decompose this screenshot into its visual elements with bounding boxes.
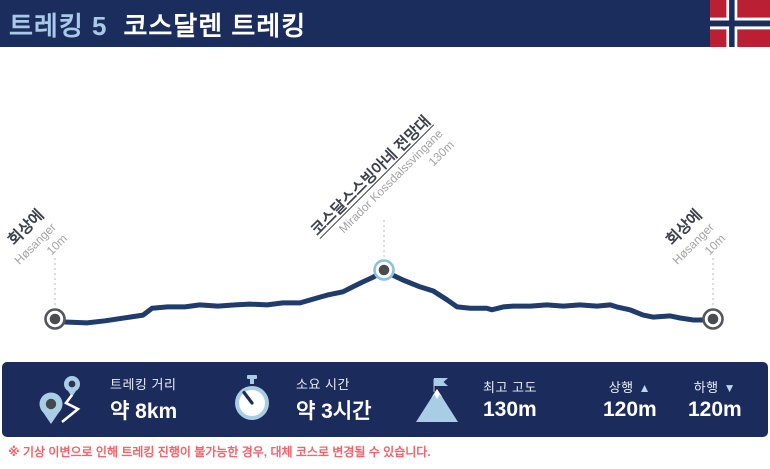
stopwatch-icon	[235, 374, 269, 420]
norway-flag-icon	[710, 0, 770, 47]
waypoint-marker-end	[702, 308, 724, 330]
elevation-line	[52, 268, 716, 326]
title-prefix: 트레킹 5	[9, 11, 108, 41]
stat-label: 하행 ▼	[693, 380, 737, 395]
disclaimer-note: ※ 기상 이변으로 인해 트레킹 진행이 불가능한 경우, 대체 코스로 변경될…	[8, 445, 431, 459]
stat-value: 120m	[603, 398, 657, 421]
stat-value: 120m	[688, 398, 742, 421]
stat-label: 최고 고도	[483, 380, 537, 395]
flag-blue-cross-h	[710, 20, 770, 27]
arrow-down-icon: ▼	[723, 381, 737, 395]
stat-duration: 소요 시간 약 3시간	[232, 362, 371, 437]
stat-descent: 하행 ▼ 120m	[688, 362, 742, 437]
elevation-chart	[44, 220, 724, 330]
stat-value: 약 3시간	[296, 400, 372, 423]
stats-bar: 트레킹 거리 약 8km 소요 시간 약 3시간	[2, 362, 768, 437]
stat-trek-distance: 트레킹 거리 약 8km	[38, 362, 177, 437]
arrow-up-icon: ▲	[638, 381, 652, 395]
route-pins-icon	[39, 375, 81, 424]
stat-label: 트레킹 거리	[110, 377, 177, 392]
stat-label: 소요 시간	[296, 377, 350, 392]
stat-ascent: 상행 ▲ 120m	[603, 362, 657, 437]
waypoint-marker-start	[44, 308, 66, 330]
waypoint-marker-peak	[373, 259, 395, 281]
title-main: 코스달렌 트레킹	[123, 11, 307, 41]
page-title: 트레킹 5 코스달렌 트레킹	[9, 6, 306, 43]
header-banner: 트레킹 5 코스달렌 트레킹	[0, 0, 770, 47]
stat-max-altitude: 최고 고도 130m	[413, 362, 537, 437]
mountain-flag-icon	[416, 377, 458, 422]
stat-label: 상행 ▲	[608, 380, 652, 395]
stat-value: 130m	[483, 398, 537, 421]
stat-value: 약 8km	[110, 400, 178, 423]
